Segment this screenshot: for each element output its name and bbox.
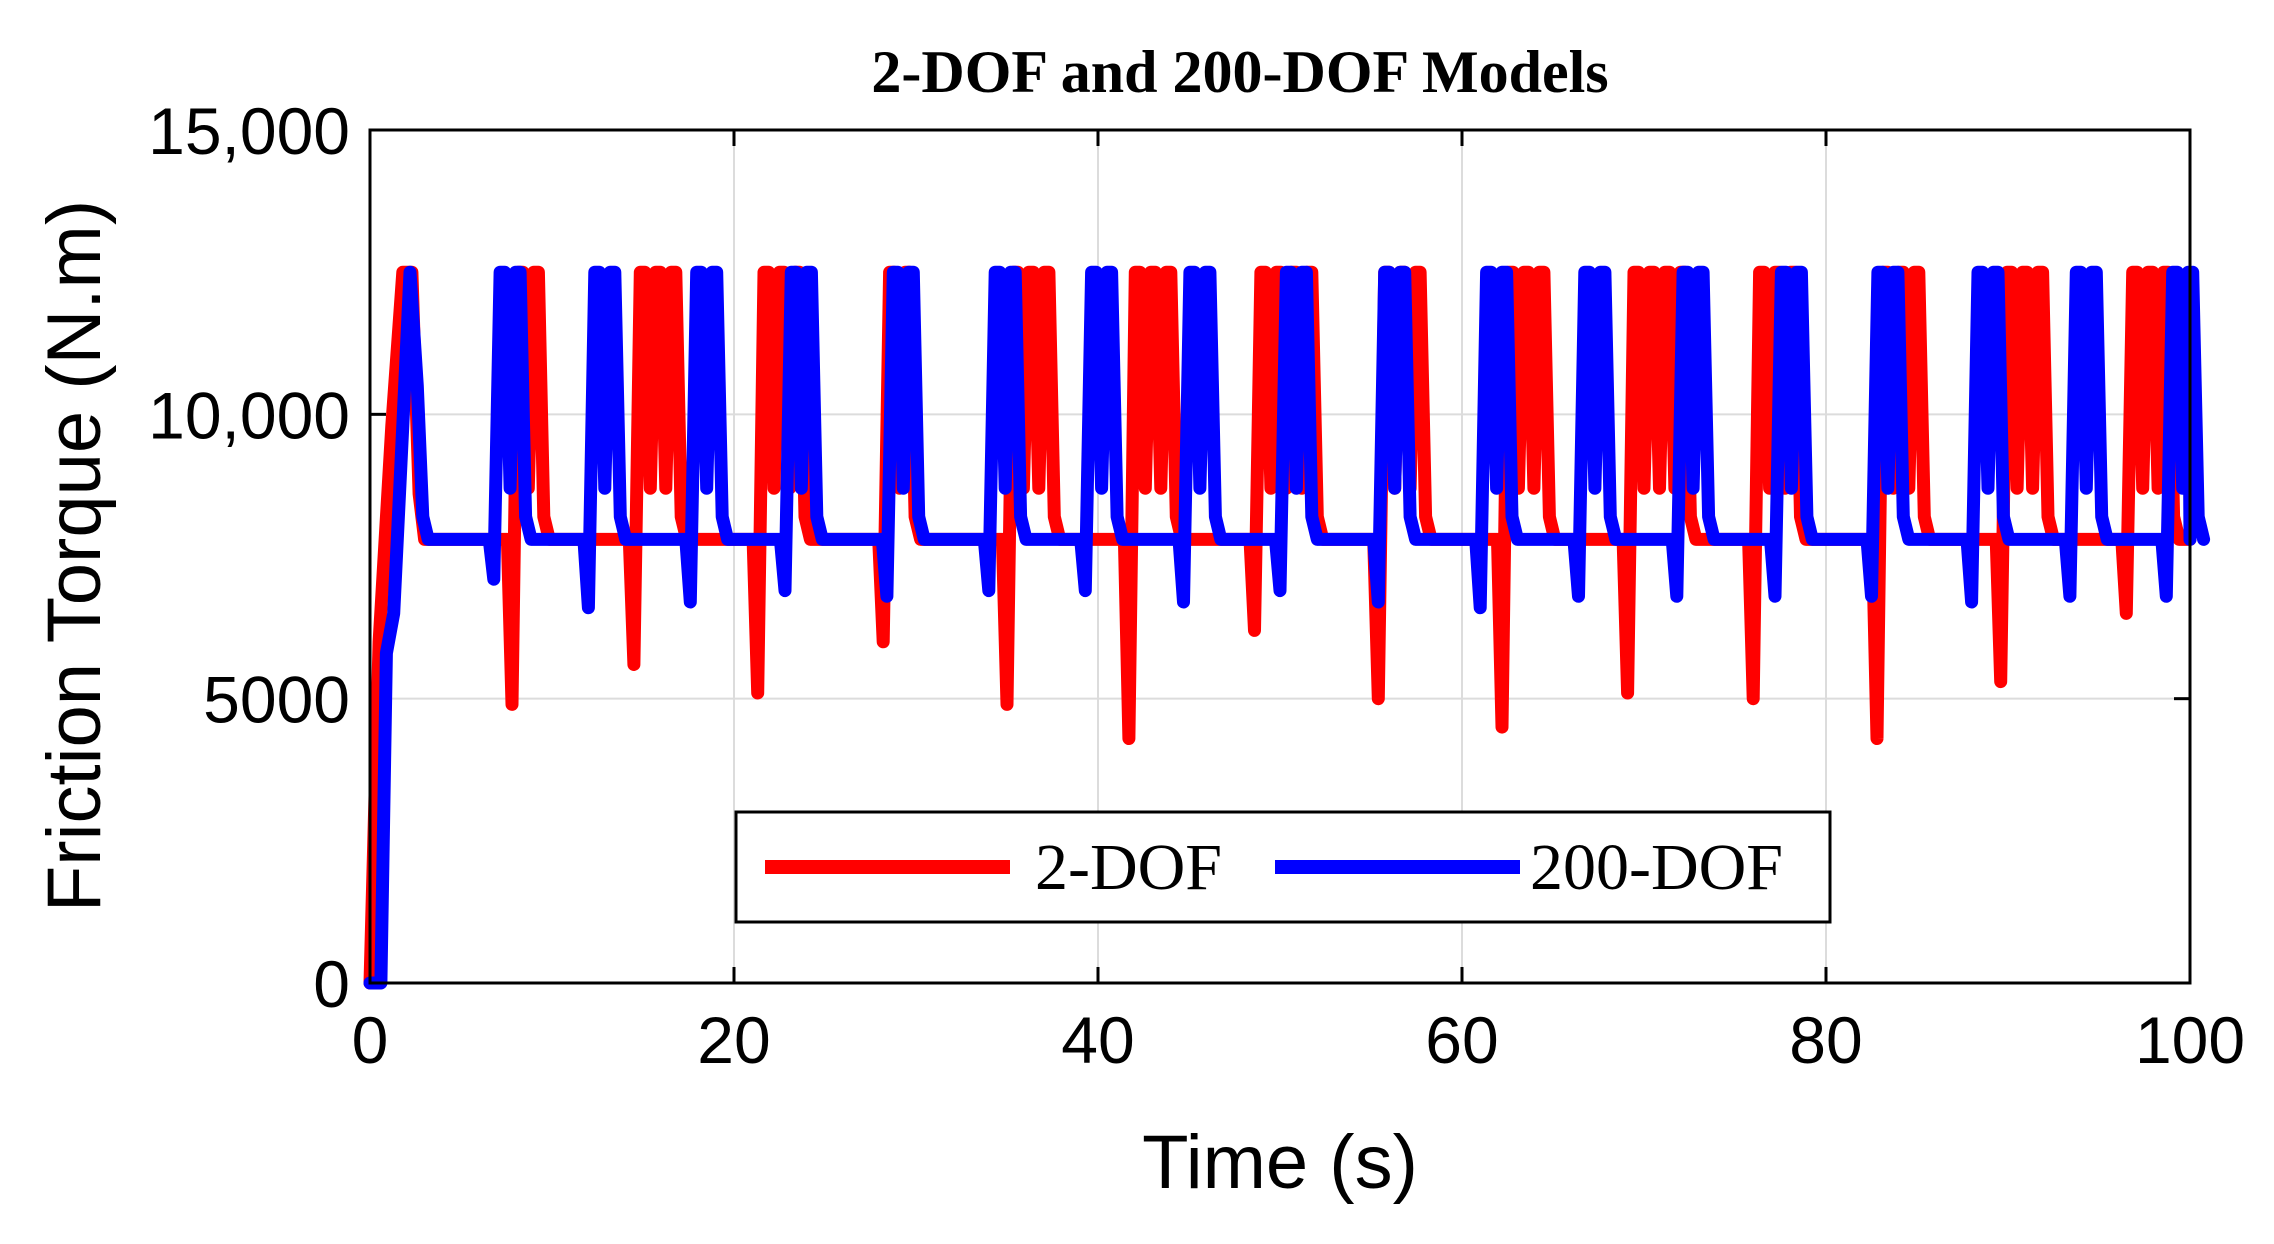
y-axis-label: Friction Torque (N.m) bbox=[32, 200, 117, 912]
x-tick-label: 80 bbox=[1789, 1003, 1862, 1077]
tick-labels: 0 20 40 60 80 100 0 5000 10,000 15,000 bbox=[148, 94, 2245, 1077]
x-tick-label: 0 bbox=[352, 1003, 389, 1077]
x-tick-label: 20 bbox=[697, 1003, 770, 1077]
y-tick-label: 0 bbox=[313, 947, 350, 1021]
series-line-200-dof bbox=[363, 265, 2211, 990]
legend-label-200-dof: 200-DOF bbox=[1530, 831, 1783, 904]
x-tick-label: 100 bbox=[2135, 1003, 2245, 1077]
y-tick-label: 10,000 bbox=[148, 378, 350, 452]
x-tick-label: 60 bbox=[1425, 1003, 1498, 1077]
series-lines bbox=[363, 265, 2211, 990]
x-tick-label: 40 bbox=[1061, 1003, 1134, 1077]
x-axis-label: Time (s) bbox=[1142, 1120, 1418, 1205]
legend-label-2-dof: 2-DOF bbox=[1035, 831, 1222, 904]
plot-frame bbox=[368, 128, 2192, 985]
y-tick-label: 5000 bbox=[203, 663, 350, 737]
legend: 2-DOF 200-DOF bbox=[734, 810, 1832, 924]
chart-title: 2-DOF and 200-DOF Models bbox=[871, 39, 1608, 105]
y-tick-label: 15,000 bbox=[148, 94, 350, 168]
